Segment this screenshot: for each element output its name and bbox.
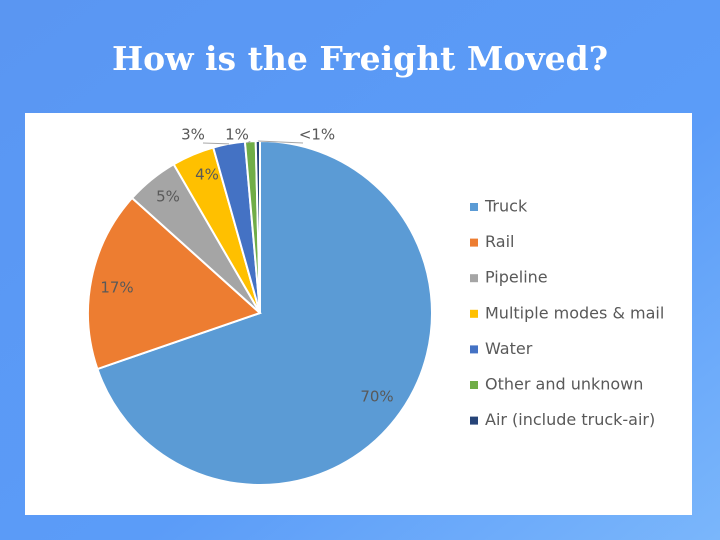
legend-swatch [470, 203, 478, 211]
leader-line [246, 140, 251, 144]
legend-label: Air (include truck-air) [485, 410, 655, 429]
data-label: 70% [360, 388, 393, 406]
legend-label: Rail [485, 232, 514, 251]
legend-label: Other and unknown [485, 375, 643, 394]
data-label: <1% [299, 126, 335, 144]
pie-slice [87, 196, 262, 371]
chart-title: How is the Freight Moved? [112, 39, 608, 78]
data-label: 17% [100, 279, 133, 297]
leader-line [257, 140, 304, 144]
legend-label: Truck [484, 197, 528, 216]
pie-chart: 70% 17% 5% 4% 3% 1% <1% Truck Rail Pipeline Multip… [87, 126, 664, 486]
data-label: 3% [181, 126, 205, 144]
legend-swatch [470, 309, 478, 318]
legend-label: Water [485, 339, 533, 358]
legend-swatch [470, 381, 478, 389]
legend-label: Multiple modes & mail [485, 303, 664, 322]
legend-swatch [470, 274, 478, 283]
data-label: 1% [225, 126, 249, 144]
data-label: 4% [195, 166, 219, 184]
legend-swatch [470, 238, 478, 247]
legend-swatch [470, 416, 478, 425]
legend-swatch [470, 345, 478, 354]
pie-slice [96, 139, 433, 486]
leader-line [202, 142, 229, 145]
legend-label: Pipeline [485, 268, 548, 287]
data-label: 5% [156, 188, 180, 206]
